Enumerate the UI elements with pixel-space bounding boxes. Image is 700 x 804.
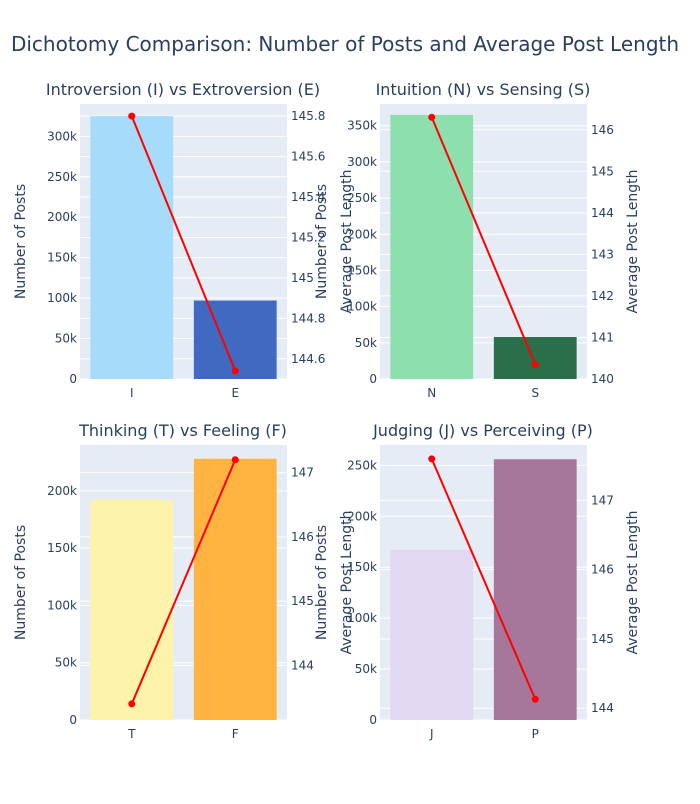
panel-2-y2-tick-label: 144 [591,206,614,220]
panel-4-y-tick-label: 100k [347,611,377,625]
chart-title: Dichotomy Comparison: Number of Posts an… [11,32,679,56]
panel-2-title: Intuition (N) vs Sensing (S) [376,80,591,99]
panel-3-y-tick-label: 150k [47,541,77,555]
panel-4-y2-tick-label: 146 [591,563,614,577]
panel-3-x-tick-label: F [232,727,239,741]
panel-3-title: Thinking (T) vs Feeling (F) [78,421,287,440]
panel-3-bar-T [90,500,174,720]
panel-4-bar-P [493,459,577,720]
panel-1-y-tick-label: 300k [47,129,77,143]
panel-4-y-tick-label: 200k [347,509,377,523]
panel-1-y-tick-label: 50k [55,332,77,346]
panel-1-y-tick-label: 250k [47,170,77,184]
panel-2-line-point-S [531,360,539,368]
panel-1-line-point-E [231,367,239,375]
panel-4-y2-tick-label: 147 [591,493,614,507]
panel-1-y-tick-label: 100k [47,291,77,305]
panel-3-y-axis-title: Number of Posts [13,525,29,640]
panel-2-y-tick-label: 100k [347,300,377,314]
panel-2-x-tick-label: S [531,386,539,400]
panel-3-y2-axis-title: Number of Posts [314,525,330,640]
panel-4-line-series [430,458,537,700]
panel-1-y-tick-label: 200k [47,210,77,224]
panel-3-line-point-F [231,456,239,464]
panel-4-line-point-P [531,695,539,703]
panel-2-line-series [430,116,537,365]
panel-3-line-point-T [128,700,136,708]
panel-2-line-point-N [428,113,436,121]
panel-4-line-point-J [428,455,436,463]
panel-4-bar-J [390,549,474,720]
panel-2-y-tick-label: 0 [369,372,377,386]
panel-1-y2-tick-label: 144.6 [291,352,325,366]
panel-2-y-tick-label: 200k [347,227,377,241]
panel-1-title: Introversion (I) vs Extroversion (E) [46,80,320,99]
panel-2-y-tick-label: 250k [347,191,377,205]
panel-4-y-tick-label: 150k [347,560,377,574]
panel-1-bar-E [193,300,277,379]
panel-4-y2-tick-label: 144 [591,701,614,715]
panel-3-y2-tick-label: 145 [291,594,314,608]
panel-2-y2-tick-label: 141 [591,330,614,344]
panel-1-y2-tick-label: 145.4 [291,190,325,204]
panel-2-x-tick-label: N [427,386,436,400]
panel-2-y2-tick-label: 143 [591,247,614,261]
panel-1-x-tick-label: I [130,386,134,400]
panel-3-y2-tick-label: 147 [291,466,314,480]
panel-1-line-series [130,115,237,372]
panel-3-bar-F [193,458,277,720]
panel-3-line-series [130,459,237,705]
panel-4-y-tick-label: 0 [369,713,377,727]
panel-4-y-axis-title: Average Post Length [339,511,355,655]
panel-2-y2-tick-label: 145 [591,164,614,178]
panel-1-y-tick-label: 0 [69,372,77,386]
panel-4-y-tick-label: 50k [355,662,377,676]
panel-2-y-tick-label: 350k [347,119,377,133]
panel-1-y2-tick-label: 145.2 [291,230,325,244]
panel-2-y-tick-label: 50k [355,336,377,350]
panel-2-y2-tick-label: 140 [591,372,614,386]
panel-4-title: Judging (J) vs Perceiving (P) [372,421,593,440]
panel-1-y2-tick-label: 145.8 [291,109,325,123]
panel-1-y2-axis-title: Number of Posts [314,184,330,299]
panel-1-y2-tick-label: 145 [291,271,314,285]
panel-3-y-tick-label: 50k [55,656,77,670]
panel-1-y-axis-title: Number of Posts [13,184,29,299]
panel-2-bar-S [493,337,577,379]
panel-1-y-tick-label: 150k [47,251,77,265]
panel-2-bar-N [390,114,474,380]
panel-2-y-tick-label: 150k [347,263,377,277]
panel-4-y2-axis-title: Average Post Length [625,511,641,655]
panel-2-y2-tick-label: 142 [591,289,614,303]
panel-2-y-tick-label: 300k [347,155,377,169]
panel-3-y2-tick-label: 144 [291,658,314,672]
panel-3-y-tick-label: 200k [47,484,77,498]
panel-1-y2-tick-label: 144.8 [291,311,325,325]
panel-1-line-point-I [128,112,136,120]
panel-1-bar-I [90,116,174,379]
panel-2-y2-axis-title: Average Post Length [625,170,641,314]
panel-3-y-tick-label: 0 [69,713,77,727]
panel-4-y2-tick-label: 145 [591,632,614,646]
panel-1-x-tick-label: E [231,386,239,400]
panel-3-y2-tick-label: 146 [291,530,314,544]
panel-2-y-axis-title: Average Post Length [339,170,355,314]
panel-3-x-tick-label: T [127,727,136,741]
panel-4-x-tick-label: J [429,727,434,741]
panel-3-y-tick-label: 100k [47,598,77,612]
panel-1-y2-tick-label: 145.6 [291,150,325,164]
panel-4-x-tick-label: P [532,727,539,741]
panel-2-y2-tick-label: 146 [591,123,614,137]
panel-4-y-tick-label: 250k [347,458,377,472]
